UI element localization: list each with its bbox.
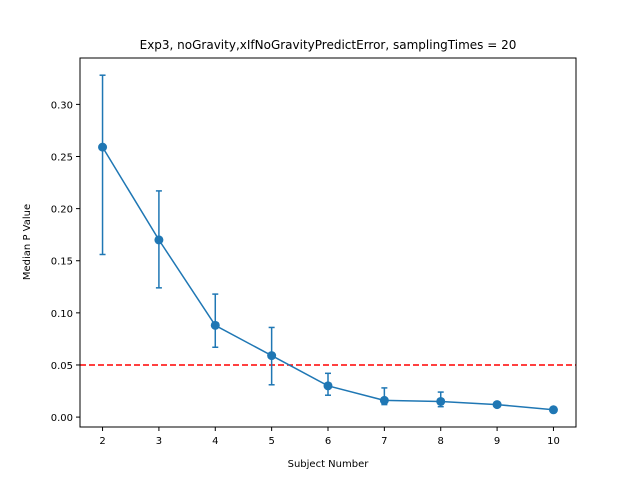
y-tick-label: 0.10: [51, 309, 73, 320]
x-tick-label: 10: [547, 436, 560, 447]
x-tick-label: 7: [381, 436, 387, 447]
data-point: [210, 320, 220, 330]
y-axis-label: Median P Value: [22, 204, 33, 280]
y-tick-label: 0.15: [51, 257, 73, 268]
data-point: [436, 396, 446, 406]
x-axis-label: Subject Number: [288, 459, 370, 470]
y-tick-label: 0.00: [51, 413, 73, 424]
x-tick-label: 4: [212, 436, 218, 447]
x-tick-label: 8: [438, 436, 444, 447]
data-point: [323, 381, 333, 391]
x-tick-label: 9: [494, 436, 500, 447]
data-point: [98, 142, 108, 152]
data-point: [379, 395, 389, 405]
x-tick-label: 3: [156, 436, 162, 447]
chart-title: Exp3, noGravity,xIfNoGravityPredictError…: [140, 38, 517, 52]
y-tick-label: 0.30: [51, 100, 73, 111]
data-point: [492, 400, 502, 410]
y-tick-label: 0.25: [51, 153, 73, 164]
data-point: [154, 235, 164, 245]
y-tick-label: 0.05: [51, 361, 73, 372]
x-tick-label: 6: [325, 436, 331, 447]
x-tick-label: 2: [99, 436, 105, 447]
data-point: [548, 405, 558, 415]
y-tick-label: 0.20: [51, 205, 73, 216]
plot-area: 2 3 4 5 6 7 8 9 10 0.00 0.05 0.10 0.15 0.20 0.25 0.30: [51, 57, 577, 447]
x-tick-label: 5: [268, 436, 274, 447]
data-point: [267, 351, 277, 361]
